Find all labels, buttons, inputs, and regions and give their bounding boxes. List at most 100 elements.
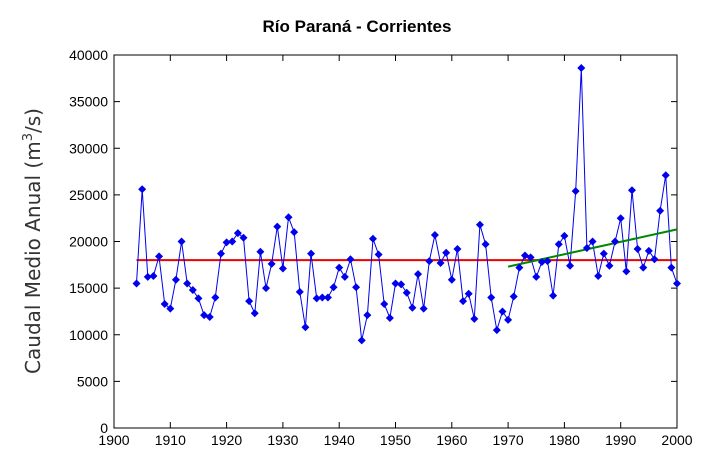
data-point	[464, 289, 473, 298]
data-point	[515, 263, 524, 272]
x-tick-label: 1900	[98, 432, 129, 448]
y-axis-label-tail: /s)	[21, 108, 45, 133]
data-point	[549, 291, 558, 300]
data-point	[599, 249, 608, 258]
x-tick-label: 1980	[549, 432, 580, 448]
data-point	[284, 213, 293, 222]
y-tick-label: 20000	[69, 234, 108, 250]
data-point	[211, 293, 220, 302]
data-point	[560, 231, 569, 240]
data-point	[447, 275, 456, 284]
y-tick-label: 0	[100, 420, 108, 436]
data-point	[183, 279, 192, 288]
data-point	[352, 283, 361, 292]
data-point	[492, 326, 501, 335]
data-point	[385, 313, 394, 322]
data-point	[509, 292, 518, 301]
data-point	[475, 220, 484, 229]
data-point	[323, 293, 332, 302]
x-tick-label: 1960	[436, 432, 467, 448]
data-point	[312, 294, 321, 303]
data-point	[205, 313, 214, 322]
y-tick-label: 35000	[69, 94, 108, 110]
x-tick-label: 1920	[211, 432, 242, 448]
y-tick-label: 40000	[69, 47, 108, 63]
y-axis: 0 5000 10000 15000 20000 25000 30000 35000 40000	[69, 47, 677, 436]
data-point	[368, 234, 377, 243]
data-point	[188, 285, 197, 294]
data-point	[554, 240, 563, 249]
data-point	[228, 237, 237, 246]
data-point	[459, 297, 468, 306]
data-point	[273, 222, 282, 231]
data-point	[363, 311, 372, 320]
data-point	[611, 237, 620, 246]
data-point	[605, 261, 614, 270]
x-tick-label: 1930	[267, 432, 298, 448]
data-point	[582, 244, 591, 253]
data-point	[278, 264, 287, 273]
data-point	[160, 299, 169, 308]
data-point	[504, 315, 513, 324]
data-point	[171, 275, 180, 284]
data-point	[397, 280, 406, 289]
data-point	[616, 214, 625, 223]
data-point	[155, 252, 164, 261]
y-tick-label: 25000	[69, 187, 108, 203]
data-point	[425, 257, 434, 266]
data-point	[430, 230, 439, 239]
data-point	[566, 261, 575, 270]
chart-title: Río Paraná - Corrientes	[263, 17, 452, 36]
data-point	[543, 257, 552, 266]
data-point	[194, 294, 203, 303]
x-tick-label: 2000	[661, 432, 692, 448]
data-point	[267, 259, 276, 268]
data-point	[661, 171, 670, 180]
y-tick-label: 30000	[69, 140, 108, 156]
data-point	[307, 249, 316, 258]
data-point	[588, 237, 597, 246]
data-point	[627, 186, 636, 195]
data-point	[639, 263, 648, 272]
data-point	[318, 293, 327, 302]
y-tick-label: 15000	[69, 280, 108, 296]
data-point	[132, 279, 141, 288]
data-point	[633, 244, 642, 253]
data-point	[436, 258, 445, 267]
data-point	[487, 293, 496, 302]
data-point	[166, 304, 175, 313]
x-tick-label: 1940	[324, 432, 355, 448]
data-point	[380, 299, 389, 308]
data-point	[414, 270, 423, 279]
data-point	[357, 336, 366, 345]
y-axis-label-sup: 3	[21, 133, 36, 141]
y-tick-label: 10000	[69, 327, 108, 343]
y-tick-label: 5000	[77, 373, 108, 389]
data-point	[656, 206, 665, 215]
data-point	[329, 283, 338, 292]
data-point	[250, 309, 259, 318]
data-point	[667, 263, 676, 272]
data-point	[222, 238, 231, 247]
data-point	[577, 64, 586, 73]
data-point	[301, 323, 310, 332]
plot-area	[132, 64, 681, 345]
data-point	[256, 247, 265, 256]
data-point	[532, 272, 541, 281]
data-point	[295, 287, 304, 296]
data-point	[216, 249, 225, 258]
data-point	[481, 240, 490, 249]
data-point	[290, 228, 299, 237]
data-point	[233, 229, 242, 238]
data-point	[419, 304, 428, 313]
series-line	[136, 68, 678, 341]
data-point	[526, 253, 535, 262]
data-point	[149, 272, 158, 281]
data-point	[177, 237, 186, 246]
data-point	[245, 297, 254, 306]
data-point	[143, 272, 152, 281]
data-point	[138, 185, 147, 194]
data-point	[374, 250, 383, 259]
data-point	[537, 258, 546, 267]
